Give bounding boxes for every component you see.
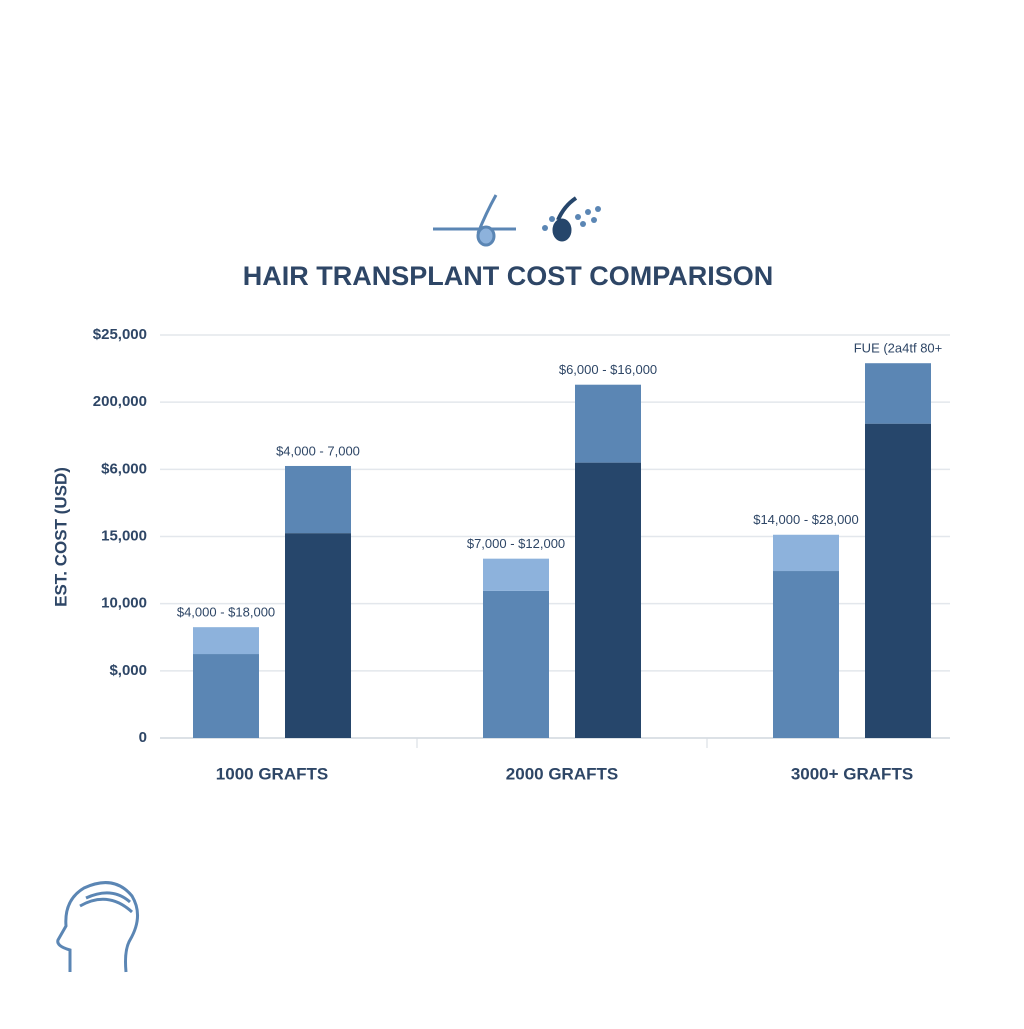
head-icon [56,881,139,973]
bar [773,534,839,572]
x-tick-label: 1000 GRAFTS [216,764,328,783]
bar-label: FUE (2a4tf 80+ [854,341,943,356]
y-tick-label: 200,000 [93,393,147,410]
bar [483,590,549,738]
y-tick-label: 0 [139,729,147,746]
bar [865,423,931,738]
bar [575,384,641,463]
bar [285,533,351,738]
x-tick-label: 3000+ GRAFTS [791,764,913,783]
bar [193,627,259,655]
bar-label: $7,000 - $12,000 [467,536,565,551]
bar [575,462,641,738]
y-tick-label: $25,000 [93,326,147,343]
y-tick-label: $,000 [109,662,147,679]
bar [773,571,839,738]
bar [193,654,259,738]
bar-label: $4,000 - $18,000 [177,605,275,620]
x-tick-label: 2000 GRAFTS [506,764,618,783]
y-tick-label: 10,000 [101,595,147,612]
follicle-icons [433,194,601,247]
y-tick-label: 15,000 [101,527,147,544]
bar [285,465,351,534]
bar-label: $14,000 - $28,000 [753,512,859,527]
y-tick-label: $6,000 [101,460,147,477]
bar-label: $4,000 - 7,000 [276,443,360,458]
chart-title: HAIR TRANSPLANT COST COMPARISON [243,261,774,291]
y-axis-label: EST. COST (USD) [51,467,70,607]
bar [865,363,931,424]
bar [483,558,549,591]
bar-label: $6,000 - $16,000 [559,362,657,377]
